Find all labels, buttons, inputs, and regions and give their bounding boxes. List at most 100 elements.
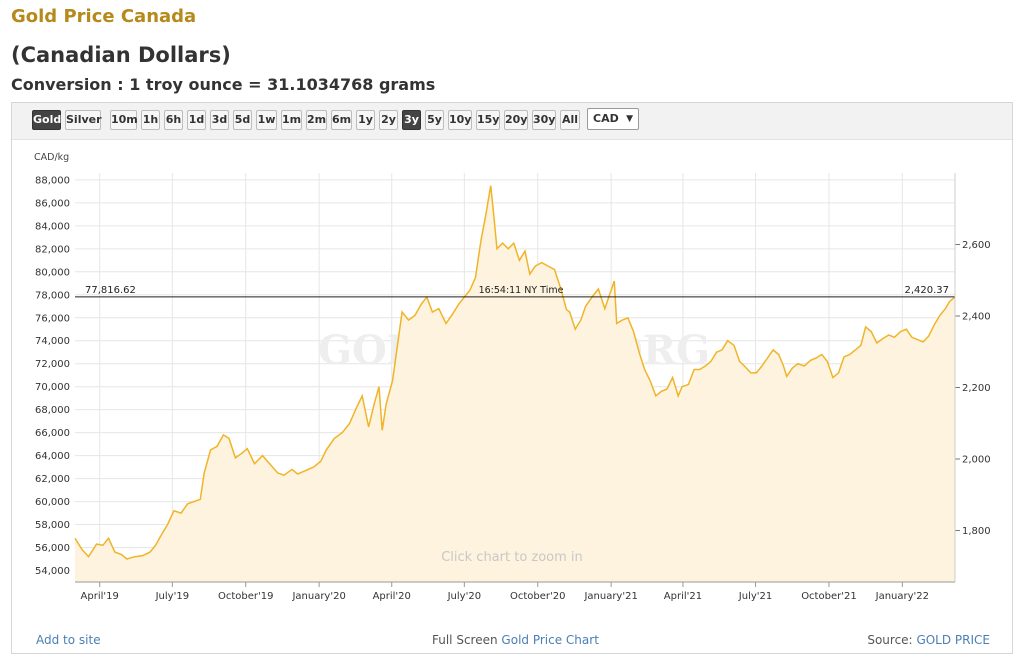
data-point [821, 353, 823, 355]
metal-button-gold[interactable]: Gold [32, 110, 61, 130]
data-point [367, 426, 369, 428]
y-tick-label: 84,000 [35, 221, 70, 232]
range-button-2y[interactable]: 2y [379, 110, 398, 130]
range-button-3d[interactable]: 3d [210, 110, 229, 130]
y-tick-label: 74,000 [35, 336, 70, 347]
data-point [681, 386, 683, 388]
range-button-2m[interactable]: 2m [306, 110, 327, 130]
data-point [180, 512, 182, 514]
data-point [616, 322, 618, 324]
range-button-1w[interactable]: 1w [256, 110, 277, 130]
data-point [222, 434, 224, 436]
range-button-5d[interactable]: 5d [233, 110, 252, 130]
data-point [228, 437, 230, 439]
data-point [815, 357, 817, 359]
range-button-3y[interactable]: 3y [402, 110, 421, 130]
data-point [518, 259, 520, 261]
data-point [445, 322, 447, 324]
page-title: Gold Price Canada [11, 6, 197, 27]
range-button-all[interactable]: All [560, 110, 580, 130]
data-point [241, 452, 243, 454]
x-tick-label: April'20 [373, 591, 411, 602]
range-button-10m[interactable]: 10m [110, 110, 138, 130]
data-point [120, 553, 122, 555]
data-point [541, 261, 543, 263]
crosshair-right-value: 2,420.37 [904, 285, 949, 296]
data-point [638, 351, 640, 353]
data-point [715, 351, 717, 353]
range-button-1m[interactable]: 1m [281, 110, 302, 130]
data-point [743, 365, 745, 367]
data-point [660, 390, 662, 392]
metal-button-silver[interactable]: Silver [65, 110, 102, 130]
data-point [786, 375, 788, 377]
data-point [283, 474, 285, 476]
crosshair-time: 16:54:11 NY Time [479, 285, 564, 296]
data-point [755, 372, 757, 374]
data-point [438, 307, 440, 309]
data-point [391, 380, 393, 382]
data-point [216, 445, 218, 447]
data-point [381, 429, 383, 431]
source-text: Source: [867, 633, 913, 647]
range-button-1d[interactable]: 1d [187, 110, 206, 130]
data-point [597, 288, 599, 290]
fullscreen-chart-link[interactable]: Gold Price Chart [501, 633, 599, 647]
conversion-note: Conversion : 1 troy ounce = 31.1034768 g… [11, 75, 436, 94]
data-point [809, 359, 811, 361]
data-point [431, 311, 433, 313]
range-button-15y[interactable]: 15y [476, 110, 500, 130]
data-point [291, 468, 293, 470]
data-point [613, 280, 615, 282]
data-point [126, 558, 128, 560]
y-tick-label: 64,000 [35, 451, 70, 462]
data-point [911, 336, 913, 338]
chart-toolbar: CAD ▼ Gold Silver 10m 1h 6h 1d 3d 5d 1w 1m 2m 6m 1y 2… [12, 103, 1012, 140]
data-point [778, 353, 780, 355]
data-point [791, 367, 793, 369]
data-point [114, 551, 116, 553]
range-button-20y[interactable]: 20y [504, 110, 528, 130]
data-point [385, 403, 387, 405]
range-button-6h[interactable]: 6h [164, 110, 183, 130]
data-point [826, 360, 828, 362]
data-point [710, 360, 712, 362]
y-tick-label: 70,000 [35, 382, 70, 393]
data-point [604, 307, 606, 309]
crosshair-left-value: 77,816.62 [85, 285, 136, 296]
data-point [733, 344, 735, 346]
data-point [134, 556, 136, 558]
data-point [649, 380, 651, 382]
data-point [149, 551, 151, 553]
range-button-10y[interactable]: 10y [448, 110, 472, 130]
data-point [933, 324, 935, 326]
y-tick-label: 54,000 [35, 566, 70, 577]
data-point [361, 395, 363, 397]
add-to-site-link[interactable]: Add to site [36, 633, 101, 647]
range-button-1y[interactable]: 1y [356, 110, 375, 130]
data-point [451, 313, 453, 315]
source-link[interactable]: GOLD PRICE [916, 633, 990, 647]
data-point [492, 207, 494, 209]
y-tick-label: 66,000 [35, 428, 70, 439]
data-point [474, 276, 476, 278]
range-button-30y[interactable]: 30y [532, 110, 556, 130]
currency-select[interactable]: CAD ▼ [587, 108, 639, 130]
data-point [166, 523, 168, 525]
data-point [621, 319, 623, 321]
data-point [854, 349, 856, 351]
currency-select-value: CAD [593, 112, 619, 125]
range-button-1h[interactable]: 1h [141, 110, 160, 130]
data-point [199, 498, 201, 500]
data-point [627, 317, 629, 319]
y-right-tick-label: 2,600 [962, 240, 991, 251]
data-point [341, 431, 343, 433]
range-button-6m[interactable]: 6m [331, 110, 352, 130]
data-point [203, 472, 205, 474]
data-point [864, 326, 866, 328]
data-point [565, 309, 567, 311]
y-tick-label: 60,000 [35, 497, 70, 508]
range-button-5y[interactable]: 5y [425, 110, 444, 130]
data-point [876, 342, 878, 344]
